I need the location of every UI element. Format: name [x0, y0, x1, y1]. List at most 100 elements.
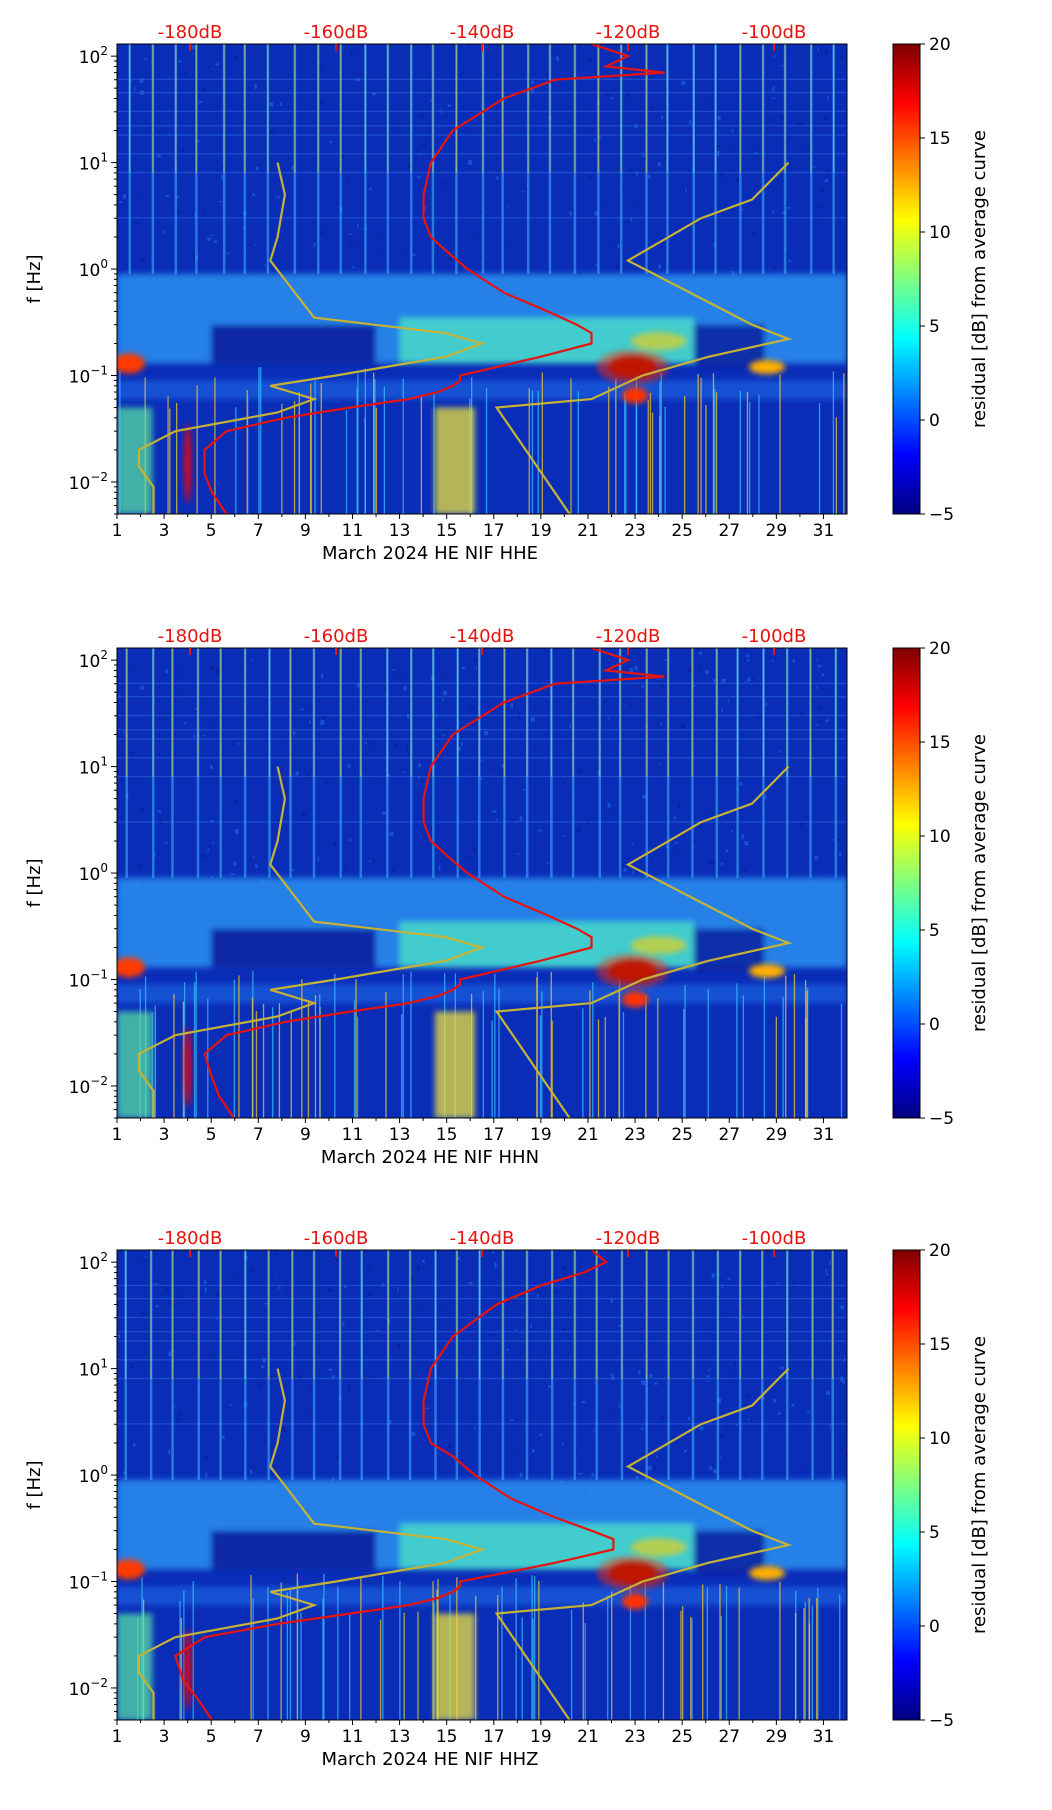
x-tick-label: 23	[624, 1727, 646, 1747]
x-tick-label: 15	[436, 521, 458, 541]
y-axis-label: f [Hz]	[24, 858, 45, 907]
x-tick-label: 3	[159, 1125, 170, 1145]
x-tick-label: 7	[253, 1125, 264, 1145]
colorbar-hhn: −5 0 5 10 15 20 residual [dB] from average cur…	[892, 639, 990, 1129]
x-tick-label: 19	[530, 1727, 552, 1747]
top-db-label: -100dB	[742, 22, 807, 43]
y-tick-label: 102	[79, 1250, 108, 1274]
colorbar-tick-label: 0	[929, 1015, 940, 1035]
x-tick-label: 25	[671, 1125, 693, 1145]
x-tick-label: 27	[718, 1727, 740, 1747]
y-tick-label: 10−1	[69, 363, 108, 387]
y-tick-label: 100	[79, 257, 108, 281]
top-db-label: -140dB	[450, 1228, 515, 1249]
nhnm-curve-hhn	[494, 765, 793, 1118]
colorbar-label: residual [dB] from average curve	[969, 734, 990, 1032]
x-tick-label: 17	[483, 1125, 505, 1145]
colorbar-tick-label: 10	[929, 1429, 951, 1449]
y-tick-label: 100	[79, 1463, 108, 1487]
x-tick-label: 29	[766, 1727, 788, 1747]
x-tick-label: 11	[342, 521, 364, 541]
x-tick-label: 21	[577, 1727, 599, 1747]
x-axis-label: March 2024 HE NIF HHZ	[321, 1749, 538, 1770]
y-tick-label: 10−2	[69, 1676, 108, 1700]
top-db-label: -180dB	[158, 22, 223, 43]
x-axis-label: March 2024 HE NIF HHN	[321, 1147, 539, 1168]
spectrogram-hhe	[117, 44, 847, 514]
top-db-label: -100dB	[742, 626, 807, 647]
x-tick-label: 31	[813, 521, 835, 541]
x-tick-label: 9	[300, 521, 311, 541]
colorbar-tick-label: 20	[929, 1241, 951, 1261]
x-tick-label: 1	[112, 1125, 123, 1145]
x-tick-label: 17	[483, 1727, 505, 1747]
top-db-label: -180dB	[158, 626, 223, 647]
x-tick-label: 11	[342, 1125, 364, 1145]
spectrogram-hhz	[117, 1250, 847, 1720]
y-axis-hhz: 10−2 10−1 100 101 102 f [Hz]	[24, 1250, 117, 1721]
x-tick-label: 5	[206, 521, 217, 541]
x-tick-label: 11	[342, 1727, 364, 1747]
x-tick-label: 21	[577, 521, 599, 541]
x-tick-label: 25	[671, 521, 693, 541]
x-tick-label: 19	[530, 1125, 552, 1145]
x-tick-label: 3	[159, 1727, 170, 1747]
y-tick-label: 10−1	[69, 967, 108, 991]
nlnm-curve-hhn	[137, 766, 486, 1118]
y-tick-label: 102	[79, 648, 108, 672]
nhnm-curve-hhe	[494, 161, 793, 514]
y-axis-label: f [Hz]	[24, 1460, 45, 1509]
colorbar-tick-label: 0	[929, 1617, 940, 1637]
x-tick-label: 31	[813, 1727, 835, 1747]
top-db-label: -120dB	[596, 1228, 661, 1249]
x-tick-label: 9	[300, 1727, 311, 1747]
nlnm-curve-hhz	[137, 1368, 486, 1720]
nlnm-curve-hhe	[137, 162, 486, 514]
x-tick-label: 21	[577, 1125, 599, 1145]
colorbar-tick-label: 5	[929, 317, 940, 337]
x-tick-label: 3	[159, 521, 170, 541]
colorbar-label: residual [dB] from average curve	[969, 130, 990, 428]
nhnm-curve-hhz	[494, 1367, 793, 1720]
top-db-label: -140dB	[450, 22, 515, 43]
x-tick-label: 15	[436, 1125, 458, 1145]
x-tick-label: 7	[253, 521, 264, 541]
top-db-axis-hhe: -180dB -160dB -140dB -120dB -100dB	[158, 22, 807, 51]
colorbar-tick-label: 10	[929, 827, 951, 847]
y-axis-label: f [Hz]	[24, 254, 45, 303]
x-tick-label: 29	[766, 521, 788, 541]
x-tick-label: 17	[483, 521, 505, 541]
x-tick-label: 1	[112, 1727, 123, 1747]
median-psd-curve-hhn	[203, 648, 665, 1118]
top-db-label: -140dB	[450, 626, 515, 647]
y-axis-hhe: 10−2 10−1 100 101 102 f [Hz]	[24, 44, 117, 515]
x-tick-label: 23	[624, 1125, 646, 1145]
colorbar-tick-label: 20	[929, 35, 951, 55]
top-db-label: -160dB	[304, 1228, 369, 1249]
x-tick-label: 27	[718, 521, 740, 541]
x-tick-label: 13	[389, 521, 411, 541]
colorbar-tick-label: 15	[929, 733, 951, 753]
colorbar-tick-label: 10	[929, 223, 951, 243]
spectrogram-hhn	[117, 648, 847, 1118]
y-tick-label: 101	[79, 1357, 108, 1381]
y-tick-label: 10−1	[69, 1569, 108, 1593]
x-tick-label: 23	[624, 521, 646, 541]
x-tick-label: 5	[206, 1727, 217, 1747]
median-psd-curve-hhe	[203, 44, 665, 514]
x-tick-label: 29	[766, 1125, 788, 1145]
colorbar-tick-label: 0	[929, 411, 940, 431]
y-tick-label: 102	[79, 44, 108, 68]
colorbar-tick-label: −5	[929, 1711, 954, 1731]
colorbar-tick-label: 5	[929, 1523, 940, 1543]
colorbar-hhe: −5 0 5 10 15 20 residual [dB] from average cur…	[892, 35, 990, 525]
top-db-label: -160dB	[304, 626, 369, 647]
colorbar-label: residual [dB] from average curve	[969, 1336, 990, 1634]
top-db-label: -100dB	[742, 1228, 807, 1249]
y-axis-hhn: 10−2 10−1 100 101 102 f [Hz]	[24, 648, 117, 1119]
